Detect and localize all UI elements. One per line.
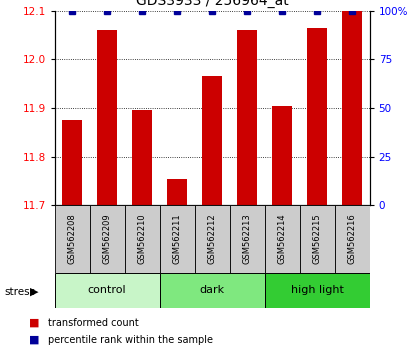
Bar: [97, 30, 117, 205]
Text: ■: ■: [29, 318, 40, 328]
Bar: [55, 273, 160, 308]
Bar: [265, 273, 370, 308]
Bar: [63, 120, 82, 205]
Text: GSM562214: GSM562214: [278, 213, 286, 264]
Bar: [132, 110, 152, 205]
Text: GSM562216: GSM562216: [348, 213, 357, 264]
Text: transformed count: transformed count: [48, 318, 139, 328]
Text: dark: dark: [200, 285, 225, 295]
Text: high light: high light: [291, 285, 344, 295]
Text: ▶: ▶: [30, 287, 39, 297]
Text: GSM562211: GSM562211: [173, 213, 181, 264]
Text: stress: stress: [4, 287, 35, 297]
Bar: [125, 205, 160, 273]
Bar: [307, 28, 327, 205]
Text: ■: ■: [29, 335, 40, 345]
Bar: [265, 205, 299, 273]
Bar: [335, 205, 370, 273]
Bar: [299, 205, 335, 273]
Bar: [160, 205, 194, 273]
Text: control: control: [88, 285, 126, 295]
Text: GSM562212: GSM562212: [207, 213, 217, 264]
Bar: [342, 11, 362, 205]
Bar: [237, 30, 257, 205]
Title: GDS3933 / 256964_at: GDS3933 / 256964_at: [136, 0, 289, 8]
Bar: [202, 76, 222, 205]
Bar: [89, 205, 125, 273]
Bar: [230, 205, 265, 273]
Bar: [160, 273, 265, 308]
Text: GSM562209: GSM562209: [102, 213, 112, 264]
Bar: [194, 205, 230, 273]
Text: percentile rank within the sample: percentile rank within the sample: [48, 335, 213, 345]
Text: GSM562210: GSM562210: [138, 213, 147, 264]
Bar: [55, 205, 89, 273]
Bar: [273, 105, 292, 205]
Text: GSM562208: GSM562208: [68, 213, 76, 264]
Text: GSM562213: GSM562213: [243, 213, 252, 264]
Bar: [168, 178, 187, 205]
Text: GSM562215: GSM562215: [312, 213, 322, 264]
